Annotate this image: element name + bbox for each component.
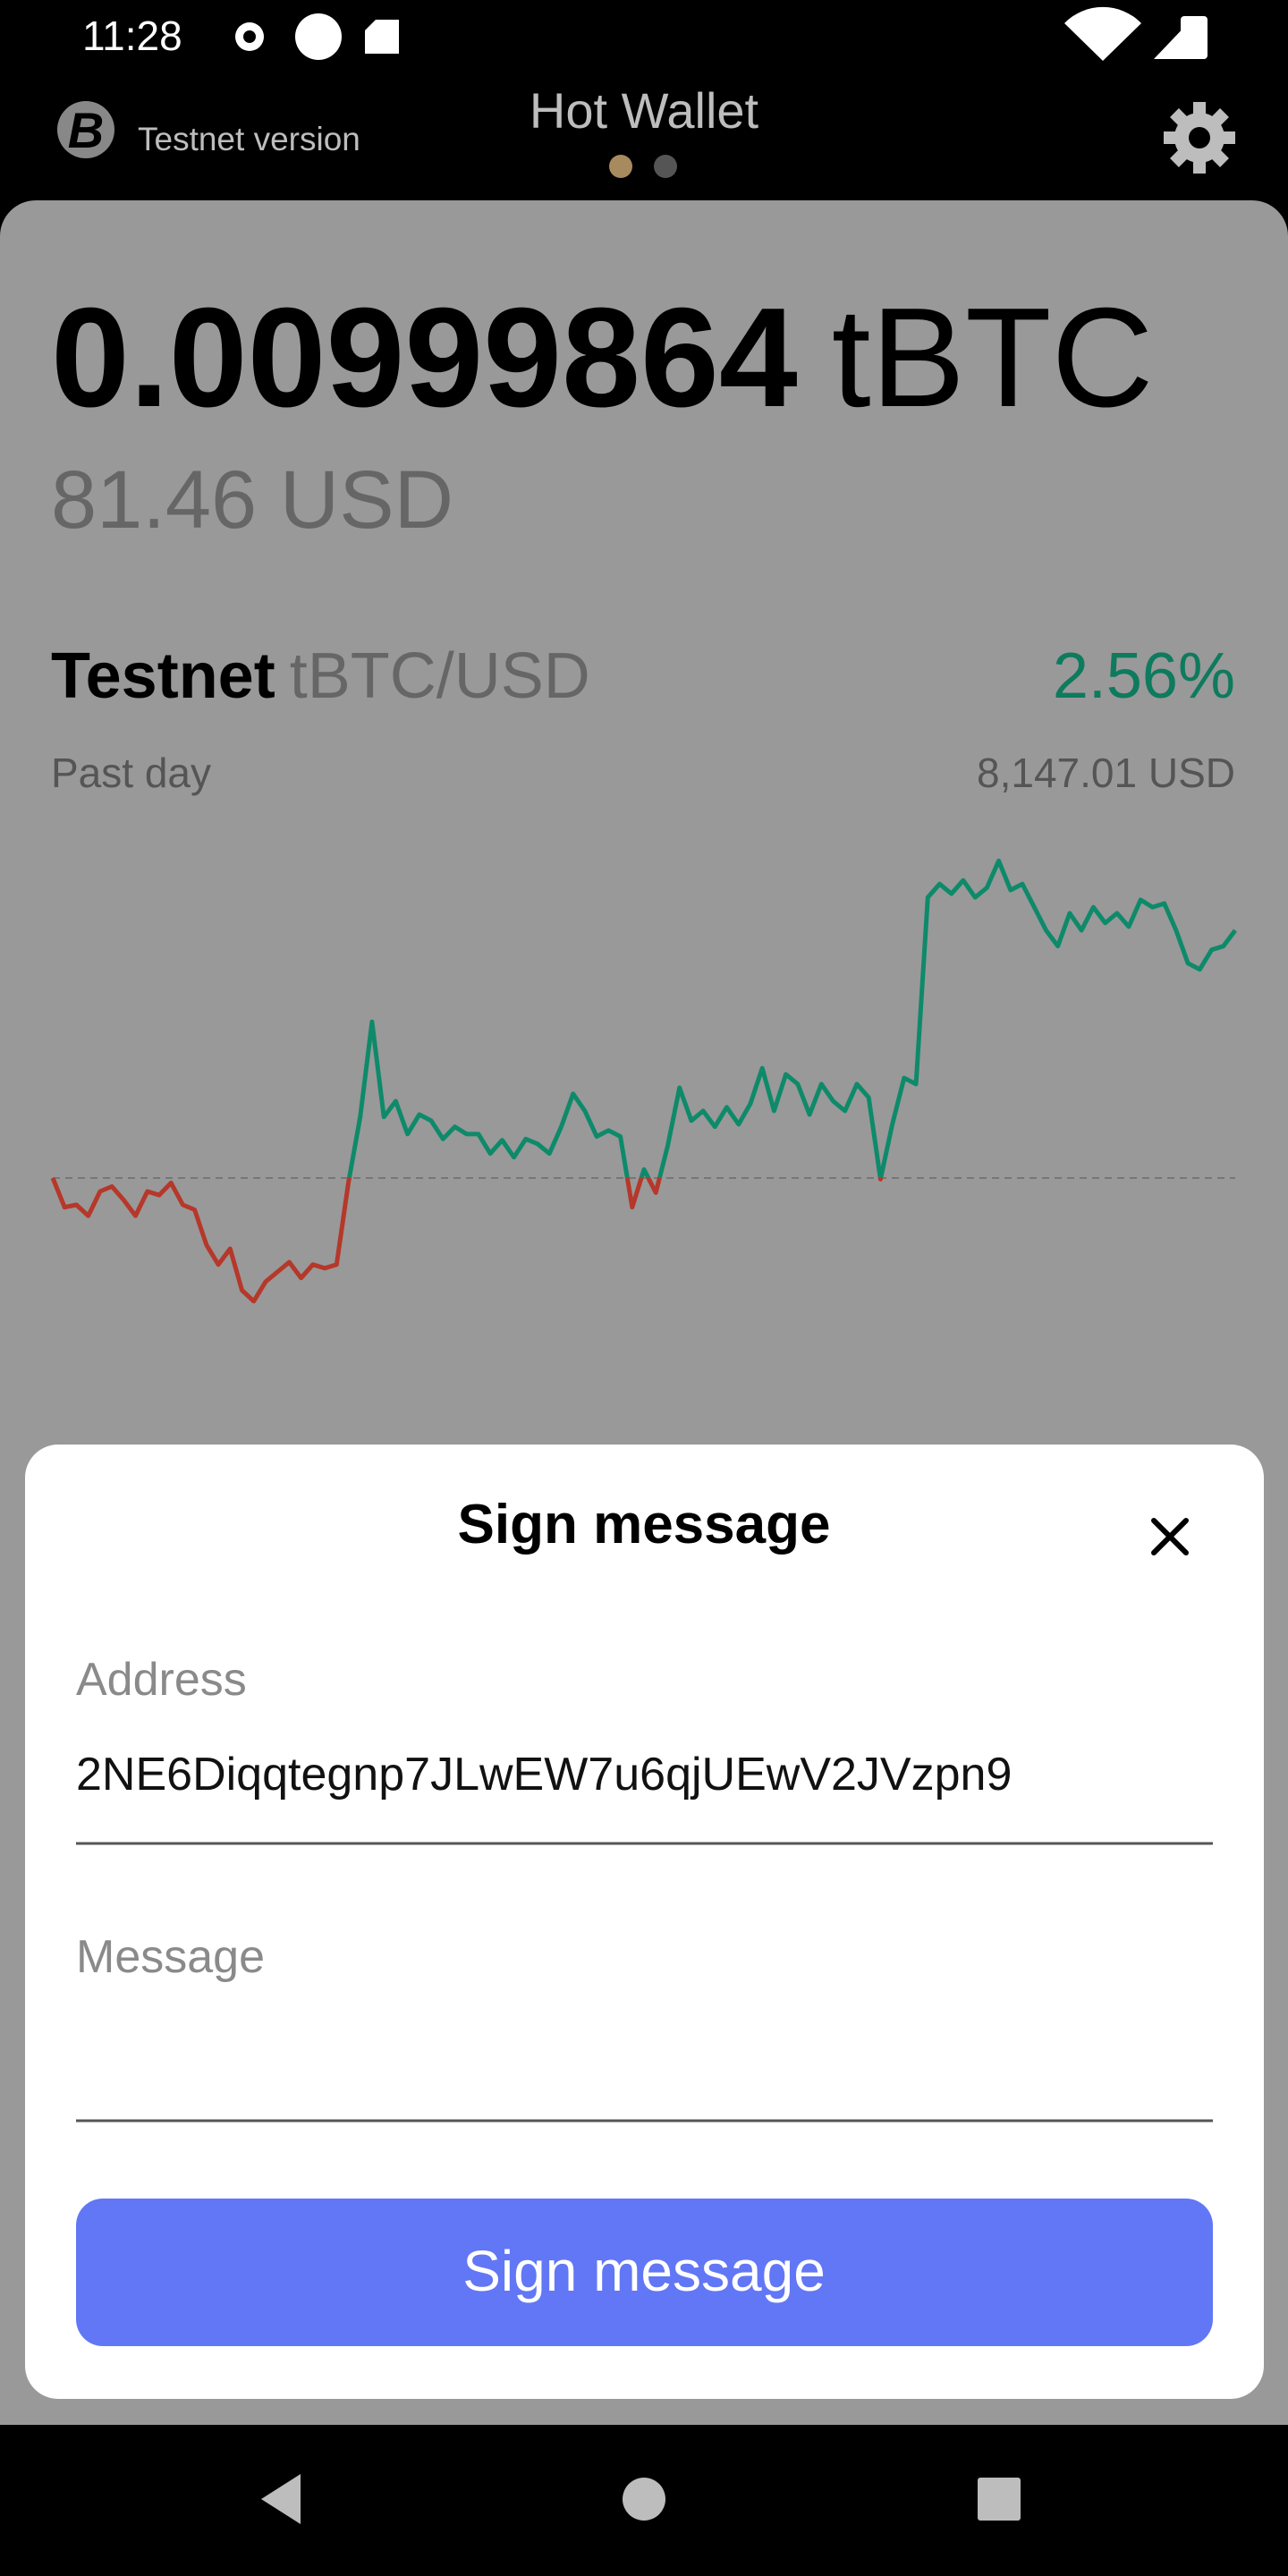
price-line-down	[50, 1178, 884, 1304]
status-icons	[235, 6, 1208, 61]
sign-button[interactable]: Sign message	[76, 2199, 1213, 2346]
bitcoin-logo: B	[57, 101, 114, 158]
price-change: 2.56%	[1053, 640, 1235, 712]
sign-dialog	[25, 1445, 1264, 2399]
pair-title: Testnet tBTC/USD	[51, 640, 590, 712]
settings-button[interactable]	[1164, 102, 1235, 174]
balance-unit: tBTC	[832, 279, 1154, 436]
period: Past day	[51, 750, 211, 796]
page-dot[interactable]	[609, 155, 632, 178]
dialog-title: Sign message	[458, 1494, 831, 1555]
svg-text:B: B	[68, 102, 104, 158]
home-button[interactable]	[623, 2478, 665, 2521]
status-time: 11:28	[82, 13, 182, 59]
balance-amount: 0.00999864	[51, 279, 798, 436]
pair: tBTC/USD	[290, 640, 590, 712]
close-button[interactable]	[1151, 1518, 1189, 1555]
button-label: Sign message	[462, 2239, 826, 2303]
balance-fiat: 81.46 USD	[51, 454, 453, 546]
header-title: Hot Wallet	[530, 82, 759, 139]
address-input[interactable]: 2NE6Diqqtegnp7JLwEW7u6qjUEwV2JVzpn9	[76, 1749, 1012, 1801]
current-price: 8,147.01 USD	[977, 750, 1235, 796]
network-label: Testnet version	[138, 121, 360, 157]
message-input[interactable]	[76, 1995, 1213, 2120]
recents-button[interactable]	[978, 2478, 1021, 2521]
page-dot[interactable]	[654, 155, 677, 178]
field-label: Message	[76, 1931, 265, 1983]
balance: 0.00999864 tBTC	[51, 279, 1154, 436]
back-button[interactable]	[261, 2474, 301, 2524]
field-label: Address	[76, 1654, 247, 1706]
network-name: Testnet	[51, 640, 275, 712]
price-chart	[50, 858, 1238, 1304]
price-line-up	[53, 858, 1238, 1178]
